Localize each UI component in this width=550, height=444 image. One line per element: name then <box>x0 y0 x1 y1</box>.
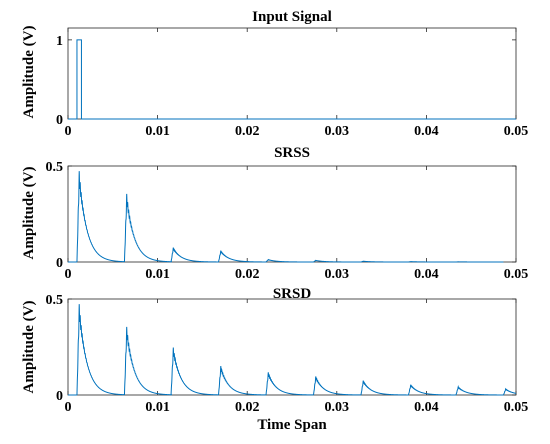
input-signal-series-line <box>68 39 516 120</box>
srsd-x-tick-label: 0 <box>65 400 72 415</box>
srss-pulse-response-6 <box>313 259 361 263</box>
srsd-y-axis-label: Amplitude (V) <box>21 301 37 394</box>
srss-pulse-response-4 <box>218 250 267 263</box>
input-signal-x-tick-label: 0.05 <box>504 124 529 139</box>
srss-plot-frame <box>67 165 517 263</box>
x-axis-label: Time Span <box>257 417 327 433</box>
srsd-panel: SRSD Amplitude (V) 0 0.01 0.02 0.03 0.04 0.05… <box>21 286 528 433</box>
input-signal-plot-frame <box>67 27 517 120</box>
srss-pulse-response-3 <box>170 247 219 263</box>
srss-pulse-response-5 <box>265 258 314 263</box>
srss-x-tick-label: 0.04 <box>414 267 439 282</box>
input-signal-x-tick-label: 0.03 <box>325 124 350 139</box>
input-signal-y-tick-label: 0 <box>56 113 63 128</box>
srss-y-axis-label: Amplitude (V) <box>21 167 37 260</box>
srsd-pulse-response-9 <box>455 385 504 396</box>
srsd-x-tick-label: 0.04 <box>414 400 439 415</box>
srsd-y-tick-label: 0 <box>56 389 63 404</box>
srss-pulse-response-2 <box>123 193 172 263</box>
input-signal-y-tick-label: 1 <box>56 34 63 49</box>
srsd-pulse-response-8 <box>407 384 456 396</box>
srss-x-tick-label: 0.03 <box>325 267 350 282</box>
srss-x-tick-label: 0 <box>65 267 72 282</box>
srsd-pulse-response-4 <box>218 366 267 396</box>
input-signal-x-tick-label: 0.04 <box>414 124 439 139</box>
srsd-pulse-response-10 <box>502 387 517 396</box>
srsd-plot-frame <box>67 298 517 396</box>
input-signal-x-tick-label: 0.01 <box>145 124 170 139</box>
input-signal-x-tick-label: 0 <box>65 124 72 139</box>
srss-y-tick-label: 0 <box>56 256 63 271</box>
srss-x-tick-label: 0.02 <box>235 267 260 282</box>
srsd-pulse-response-2 <box>123 326 172 396</box>
srsd-pulse-response-1 <box>76 304 125 396</box>
srsd-pulse-response-7 <box>360 380 409 396</box>
srsd-x-tick-label: 0.03 <box>325 400 350 415</box>
srsd-title: SRSD <box>273 286 312 302</box>
srss-y-tick-label: 0.5 <box>46 160 64 175</box>
srsd-pulse-response-3 <box>170 347 219 396</box>
srsd-pulse-response-5 <box>265 372 314 396</box>
srsd-pulse-response-6 <box>313 376 361 396</box>
srss-pulse-response-1 <box>76 171 125 263</box>
input-signal-x-tick-label: 0.02 <box>235 124 260 139</box>
input-signal-title: Input Signal <box>252 9 332 25</box>
srss-panel: SRSS Amplitude (V) 0 0.01 0.02 0.03 0.04 0.05… <box>21 145 528 282</box>
srsd-y-tick-label: 0.5 <box>46 293 64 308</box>
srsd-x-tick-label: 0.02 <box>235 400 260 415</box>
srss-pulse-response-7 <box>360 260 409 263</box>
srss-x-tick-label: 0.01 <box>145 267 170 282</box>
srss-x-tick-label: 0.05 <box>504 267 529 282</box>
srss-title: SRSS <box>274 145 310 161</box>
srsd-x-tick-label: 0.01 <box>145 400 170 415</box>
input-signal-panel: Input Signal Amplitude (V) 0 0.01 0.02 0.03… <box>21 9 528 139</box>
srsd-x-tick-label: 0.05 <box>504 400 529 415</box>
input-signal-y-axis-label: Amplitude (V) <box>21 26 37 119</box>
